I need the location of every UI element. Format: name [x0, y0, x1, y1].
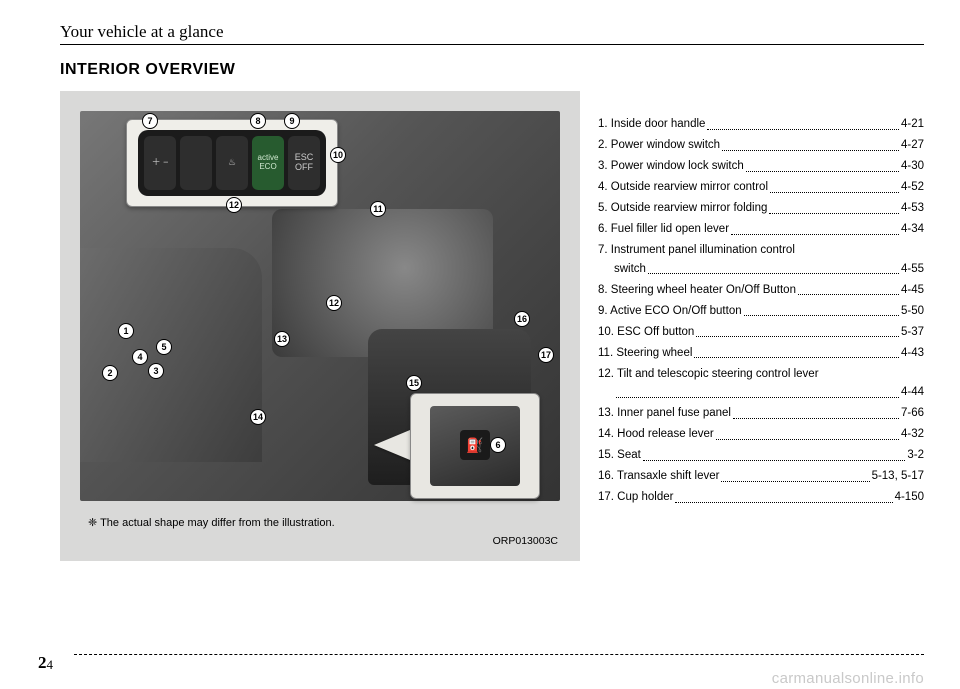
callout-1: 1: [118, 323, 134, 339]
item-label: 17. Cup holder: [598, 490, 673, 506]
item-label: 9. Active ECO On/Off button: [598, 304, 742, 320]
item-label: 3. Power window lock switch: [598, 159, 744, 175]
list-item: 8. Steering wheel heater On/Off Button 4-…: [598, 283, 924, 299]
footer-pagenum: 4: [47, 657, 54, 673]
item-label: 12. Tilt and telescopic steering control…: [598, 367, 819, 383]
item-page: 4-44: [901, 385, 924, 401]
callout-7: 7: [142, 113, 158, 129]
door-panel-shape: [80, 248, 262, 463]
list-item: 4. Outside rearview mirror control 4-52: [598, 180, 924, 196]
list-item: 1. Inside door handle 4-21: [598, 117, 924, 133]
list-item: 9. Active ECO On/Off button 5-50: [598, 304, 924, 320]
esc-off-btn: ESC OFF: [288, 136, 320, 190]
footer-chapter: 2: [38, 653, 47, 673]
item-list: 1. Inside door handle 4-21 2. Power windo…: [598, 91, 924, 561]
control-panel-inner: ＋ − ♨ active ECO ESC OFF: [138, 130, 326, 196]
item-page: 4-43: [901, 346, 924, 362]
item-page: 7-66: [901, 406, 924, 422]
callout-9: 9: [284, 113, 300, 129]
callout-15: 15: [406, 375, 422, 391]
list-item: 11. Steering wheel 4-43: [598, 346, 924, 362]
illumination-btn: ＋ −: [144, 136, 176, 190]
item-page: 4-53: [901, 201, 924, 217]
callout-3: 3: [148, 363, 164, 379]
header-title: Your vehicle at a glance: [60, 22, 224, 42]
callout-13: 13: [274, 331, 290, 347]
fuel-inner: ⛽: [430, 406, 520, 486]
callout-panel-12: 12: [226, 197, 242, 213]
item-page: 4-150: [895, 490, 924, 506]
item-label: 15. Seat: [598, 448, 641, 464]
list-item: 2. Power window switch 4-27: [598, 138, 924, 154]
item-label: 1. Inside door handle: [598, 117, 705, 133]
callout-10: 10: [330, 147, 346, 163]
section-title: INTERIOR OVERVIEW: [60, 61, 924, 79]
list-item: 16. Transaxle shift lever 5-13, 5-17: [598, 469, 924, 485]
fuel-inset: ⛽: [410, 393, 540, 499]
dots: [707, 117, 899, 130]
item-label: 6. Fuel filler lid open lever: [598, 222, 729, 238]
watermark: carmanualsonline.info: [772, 670, 924, 687]
item-page: 5-37: [901, 325, 924, 341]
callout-11: 11: [370, 201, 386, 217]
item-page: 4-32: [901, 427, 924, 443]
callout-2: 2: [102, 365, 118, 381]
wheel-heater-btn: ♨: [216, 136, 248, 190]
item-page: 4-52: [901, 180, 924, 196]
item-sublabel: switch: [614, 262, 646, 278]
item-label: 14. Hood release lever: [598, 427, 714, 443]
list-item: 14. Hood release lever 4-32: [598, 427, 924, 443]
item-page: 4-34: [901, 222, 924, 238]
callout-14: 14: [250, 409, 266, 425]
callout-6: 6: [490, 437, 506, 453]
item-page: 4-55: [901, 262, 924, 278]
item-label: 8. Steering wheel heater On/Off Button: [598, 283, 796, 299]
list-item: 17. Cup holder 4-150: [598, 490, 924, 506]
callout-8: 8: [250, 113, 266, 129]
item-page: 5-50: [901, 304, 924, 320]
item-label: 2. Power window switch: [598, 138, 720, 154]
list-item: 15. Seat 3-2: [598, 448, 924, 464]
callout-16: 16: [514, 311, 530, 327]
item-page: 5-13, 5-17: [872, 469, 924, 485]
item-label: 7. Instrument panel illumination control: [598, 243, 795, 259]
figure-box: ＋ − ♨ active ECO ESC OFF ⛽ 7 8 9 10 12: [60, 91, 580, 561]
control-panel-inset: ＋ − ♨ active ECO ESC OFF: [126, 119, 338, 207]
callout-17: 17: [538, 347, 554, 363]
figure-code: ORP013003C: [493, 535, 558, 547]
callout-4: 4: [132, 349, 148, 365]
item-label: 5. Outside rearview mirror folding: [598, 201, 767, 217]
item-label: 4. Outside rearview mirror control: [598, 180, 768, 196]
item-label: 13. Inner panel fuse panel: [598, 406, 731, 422]
item-page: 4-30: [901, 159, 924, 175]
list-item: 13. Inner panel fuse panel 7-66: [598, 406, 924, 422]
list-item: 7. Instrument panel illumination control…: [598, 243, 924, 277]
callout-12: 12: [326, 295, 342, 311]
list-item: 12. Tilt and telescopic steering control…: [598, 367, 924, 401]
callout-5: 5: [156, 339, 172, 355]
empty-btn: [180, 136, 212, 190]
list-item: 6. Fuel filler lid open lever 4-34: [598, 222, 924, 238]
item-page: 4-21: [901, 117, 924, 133]
eco-btn: active ECO: [252, 136, 284, 190]
fuel-icon: ⛽: [460, 430, 490, 460]
item-label: 16. Transaxle shift lever: [598, 469, 719, 485]
item-page: 4-45: [901, 283, 924, 299]
figure-caption: ❈ The actual shape may differ from the i…: [88, 516, 335, 529]
item-label: 11. Steering wheel: [598, 346, 692, 362]
item-page: 4-27: [901, 138, 924, 154]
list-item: 3. Power window lock switch 4-30: [598, 159, 924, 175]
list-item: 5. Outside rearview mirror folding 4-53: [598, 201, 924, 217]
item-label: 10. ESC Off button: [598, 325, 694, 341]
item-page: 3-2: [907, 448, 924, 464]
footer-page: 2 4: [38, 653, 53, 673]
footer-rule: [74, 654, 924, 655]
list-item: 10. ESC Off button 5-37: [598, 325, 924, 341]
